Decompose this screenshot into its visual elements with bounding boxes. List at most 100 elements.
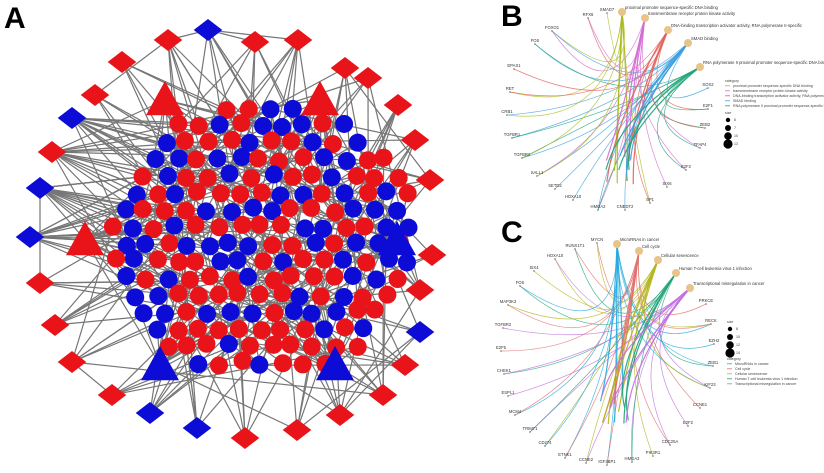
gene-node (534, 43, 536, 45)
upregulated-gene-node (177, 336, 196, 355)
gene-term-curve (529, 272, 677, 433)
downregulated-gene-node (149, 287, 168, 306)
legend-size-label: 10 (736, 335, 740, 339)
gene-node (519, 285, 521, 287)
upregulated-gene-node (294, 148, 313, 167)
upregulated-gene-node (311, 287, 330, 306)
term-label: RNA polymerase II proximal promoter sequ… (703, 60, 824, 65)
upregulated-mirna-diamond (97, 384, 127, 406)
downregulated-mirna-diamond (25, 177, 55, 199)
gene-term-curve (507, 259, 659, 320)
upregulated-gene-node (359, 183, 378, 202)
upregulated-circrna-triangle (66, 221, 104, 256)
gene-label: ZEB1 (708, 360, 719, 365)
upregulated-gene-node (327, 338, 346, 357)
legend-size-label: 14 (736, 351, 740, 355)
gene-term-curve (597, 42, 689, 211)
upregulated-gene-node (398, 184, 417, 203)
gene-node (507, 304, 509, 306)
downregulated-gene-node (157, 134, 176, 153)
gene-term-curve (659, 287, 691, 427)
upregulated-gene-node (136, 270, 155, 289)
panel-c-letter: C (501, 216, 523, 249)
legend-size-dot (725, 117, 731, 123)
downregulated-gene-node (189, 355, 208, 374)
gene-node (606, 12, 608, 14)
upregulated-gene-node (103, 217, 122, 236)
upregulated-gene-node (389, 168, 408, 187)
upregulated-gene-node (378, 285, 397, 304)
downregulated-gene-node (221, 302, 240, 321)
upregulated-gene-node (242, 169, 261, 188)
upregulated-mirna-diamond (240, 31, 270, 53)
upregulated-mirna-diamond (400, 129, 430, 151)
edge (167, 39, 200, 127)
upregulated-gene-node (281, 266, 300, 285)
term-node (641, 14, 649, 22)
upregulated-gene-node (176, 168, 195, 187)
term-bundle (601, 287, 691, 396)
gene-node (506, 114, 508, 116)
upregulated-gene-node (264, 271, 283, 290)
gene-term-curve (514, 250, 640, 416)
downregulated-gene-node (243, 304, 262, 323)
downregulated-mirna-diamond (405, 321, 435, 343)
gene-term-curve (656, 66, 701, 171)
legend-category-item: DNA-binding transcription activator acti… (733, 94, 824, 98)
gene-label: MYCN (591, 237, 603, 242)
term-label: transmembrane receptor protein kinase ac… (648, 11, 736, 16)
term-bundle (627, 66, 701, 170)
upregulated-gene-node (264, 335, 283, 354)
term-bundle (605, 66, 701, 170)
gene-node (554, 258, 556, 260)
gene-label: EPAS1 (507, 63, 521, 68)
edge (159, 364, 298, 431)
gene-node (606, 464, 608, 466)
downregulated-gene-node (306, 233, 325, 252)
gene-term-curve (500, 250, 640, 352)
upregulated-gene-node (250, 215, 269, 234)
gene-term-curve (658, 272, 714, 367)
upregulated-gene-node (148, 250, 167, 269)
term-node (664, 26, 672, 34)
legend-size-dot (726, 341, 734, 349)
upregulated-mirna-diamond (417, 244, 447, 266)
term-label: Cell cycle (642, 244, 661, 249)
downregulated-gene-node (292, 115, 311, 134)
downregulated-circrna-triangle (316, 346, 354, 381)
downregulated-gene-node (290, 287, 309, 306)
gene-label: SIX6 (662, 181, 672, 186)
downregulated-gene-node (170, 149, 189, 168)
gene-term-curve (519, 243, 618, 312)
downregulated-gene-node (117, 267, 136, 286)
gene-label: RET (506, 86, 515, 91)
gene-label: CDC25A (662, 439, 679, 444)
upregulated-gene-node (283, 167, 302, 186)
gene-label: HMGA2 (625, 456, 641, 461)
gene-term-curve (507, 287, 691, 397)
gene-term-curve (660, 287, 711, 389)
upregulated-mirna-diamond (80, 84, 110, 106)
gene-label: CD274 (538, 440, 552, 445)
upregulated-gene-node (293, 355, 312, 374)
legend-category-item: Cellular senescence (735, 372, 767, 376)
gene-node (699, 147, 701, 149)
upregulated-mirna-diamond (390, 354, 420, 376)
legend-category-item: Human T-cell leukemia virus 1 infection (735, 377, 797, 381)
upregulated-gene-node (186, 215, 205, 234)
downregulated-gene-node (146, 150, 165, 169)
gene-term-curve (509, 29, 669, 97)
downregulated-circrna-triangle (378, 221, 416, 256)
downregulated-gene-node (296, 219, 315, 238)
gene-node (585, 462, 587, 464)
upregulated-gene-node (296, 320, 315, 339)
downregulated-gene-node (264, 165, 283, 184)
upregulated-gene-node (189, 116, 208, 135)
downregulated-mirna-diamond (15, 226, 45, 248)
term-label: DNA-binding transcription activator acti… (671, 23, 802, 28)
upregulated-gene-node (312, 184, 331, 203)
upregulated-gene-node (186, 252, 205, 271)
edge (339, 289, 421, 416)
term-node (684, 39, 692, 47)
